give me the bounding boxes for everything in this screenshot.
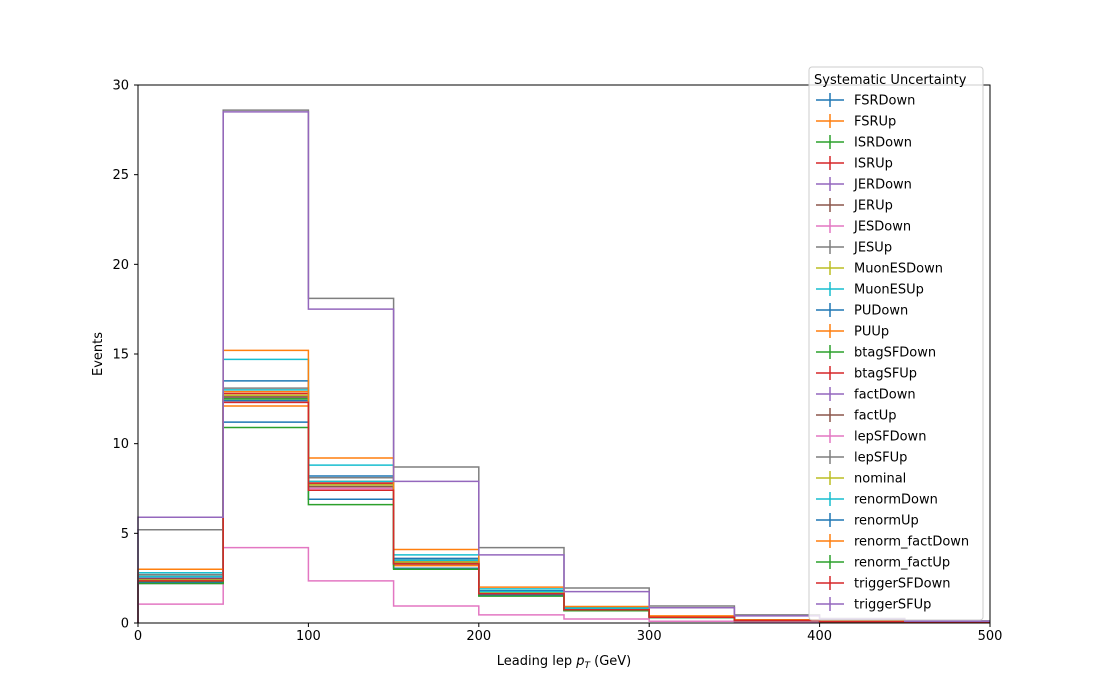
legend-label: JERDown: [853, 178, 912, 193]
legend-entry-triggerSFUp: triggerSFUp: [816, 597, 931, 613]
legend-label: renormUp: [854, 514, 919, 529]
legend-label: MuonESUp: [854, 283, 924, 298]
y-axis: 0 5 10 15 20 25 30: [112, 79, 138, 632]
legend-label: lepSFUp: [854, 451, 907, 466]
x-tick-label: 500: [978, 629, 1003, 644]
legend-entry-lepSFDown: lepSFDown: [816, 429, 926, 445]
legend-entry-PUUp: PUUp: [816, 324, 889, 340]
legend-box: [808, 66, 984, 621]
y-tick-label: 15: [112, 348, 129, 363]
legend-entry-factUp: factUp: [816, 408, 897, 424]
x-axis-label-sub: T: [584, 661, 591, 671]
x-axis-label-var: p: [575, 654, 584, 669]
x-axis-label: Leading lep pT (GeV): [497, 654, 631, 671]
legend-entry-renormUp: renormUp: [816, 513, 919, 529]
y-tick-label: 30: [112, 79, 129, 94]
legend-label: triggerSFDown: [854, 577, 950, 592]
x-tick-label: 200: [466, 629, 491, 644]
legend-label: factUp: [854, 409, 897, 424]
legend-entry-ISRDown: ISRDown: [816, 135, 912, 151]
legend-entry-JESUp: JESUp: [816, 240, 892, 256]
series-line-lepSFDown: [137, 546, 990, 624]
legend-entry-FSRUp: FSRUp: [816, 114, 896, 130]
legend-entry-btagSFUp: btagSFUp: [816, 366, 917, 382]
plot-area: [137, 109, 990, 624]
x-tick-label: 100: [296, 629, 321, 644]
x-axis: 0 100 200 300 400 500: [134, 623, 1003, 644]
legend-entries: FSRDown FSRUp ISRDown ISRUp JERDown JERUp JESD…: [816, 93, 969, 613]
legend-entry-JERUp: JERUp: [816, 198, 893, 214]
legend-label: JERUp: [853, 199, 893, 214]
legend-entry-MuonESUp: MuonESUp: [816, 282, 924, 298]
legend-label: nominal: [854, 472, 906, 487]
series-line-triggerSFDown: [137, 401, 990, 624]
legend-label: JESUp: [853, 241, 892, 256]
legend-entry-nominal: nominal: [816, 471, 906, 487]
legend-label: FSRUp: [854, 115, 896, 130]
legend-entry-factDown: factDown: [816, 387, 916, 403]
legend-entry-lepSFUp: lepSFUp: [816, 450, 907, 466]
legend-label: renorm_factUp: [854, 556, 950, 571]
legend-label: renormDown: [854, 493, 938, 508]
legend-entry-btagSFDown: btagSFDown: [816, 345, 936, 361]
legend-label: ISRUp: [854, 157, 893, 172]
x-tick-label: 400: [807, 629, 832, 644]
x-tick-label: 0: [134, 629, 142, 644]
x-axis-label-suffix: (GeV): [590, 654, 631, 669]
legend: Systematic Uncertainty FSRDown FSRUp ISRDo…: [808, 66, 984, 621]
legend-label: triggerSFUp: [854, 598, 931, 613]
legend-entry-FSRDown: FSRDown: [816, 93, 915, 109]
legend-label: PUDown: [854, 304, 908, 319]
legend-label: lepSFDown: [854, 430, 926, 445]
legend-entry-renormDown: renormDown: [816, 492, 938, 508]
y-axis-label: Events: [91, 332, 106, 376]
legend-entry-JERDown: JERDown: [816, 177, 912, 193]
legend-entry-PUDown: PUDown: [816, 303, 908, 319]
legend-label: PUUp: [854, 325, 889, 340]
legend-label: renorm_factDown: [854, 535, 969, 550]
legend-entry-renorm_factUp: renorm_factUp: [816, 555, 950, 571]
legend-label: ISRDown: [854, 136, 912, 151]
legend-label: MuonESDown: [854, 262, 943, 277]
y-tick-label: 5: [121, 527, 129, 542]
legend-entry-JESDown: JESDown: [816, 219, 911, 235]
y-tick-label: 10: [112, 437, 129, 452]
legend-entry-triggerSFDown: triggerSFDown: [816, 576, 950, 592]
legend-entry-renorm_factDown: renorm_factDown: [816, 534, 969, 550]
legend-label: btagSFDown: [854, 346, 936, 361]
legend-label: factDown: [854, 388, 916, 403]
legend-entry-MuonESDown: MuonESDown: [816, 261, 943, 277]
legend-entry-ISRUp: ISRUp: [816, 156, 893, 172]
y-tick-label: 20: [112, 258, 129, 273]
y-tick-label: 25: [112, 168, 129, 183]
y-tick-label: 0: [121, 617, 129, 632]
legend-label: btagSFUp: [854, 367, 917, 382]
legend-title: Systematic Uncertainty: [814, 73, 967, 88]
legend-label: FSRDown: [854, 94, 915, 109]
x-axis-label-prefix: Leading lep: [497, 654, 576, 669]
x-tick-label: 300: [637, 629, 662, 644]
legend-label: JESDown: [853, 220, 911, 235]
